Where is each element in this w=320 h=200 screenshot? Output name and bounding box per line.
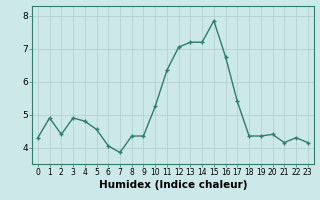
X-axis label: Humidex (Indice chaleur): Humidex (Indice chaleur): [99, 180, 247, 190]
